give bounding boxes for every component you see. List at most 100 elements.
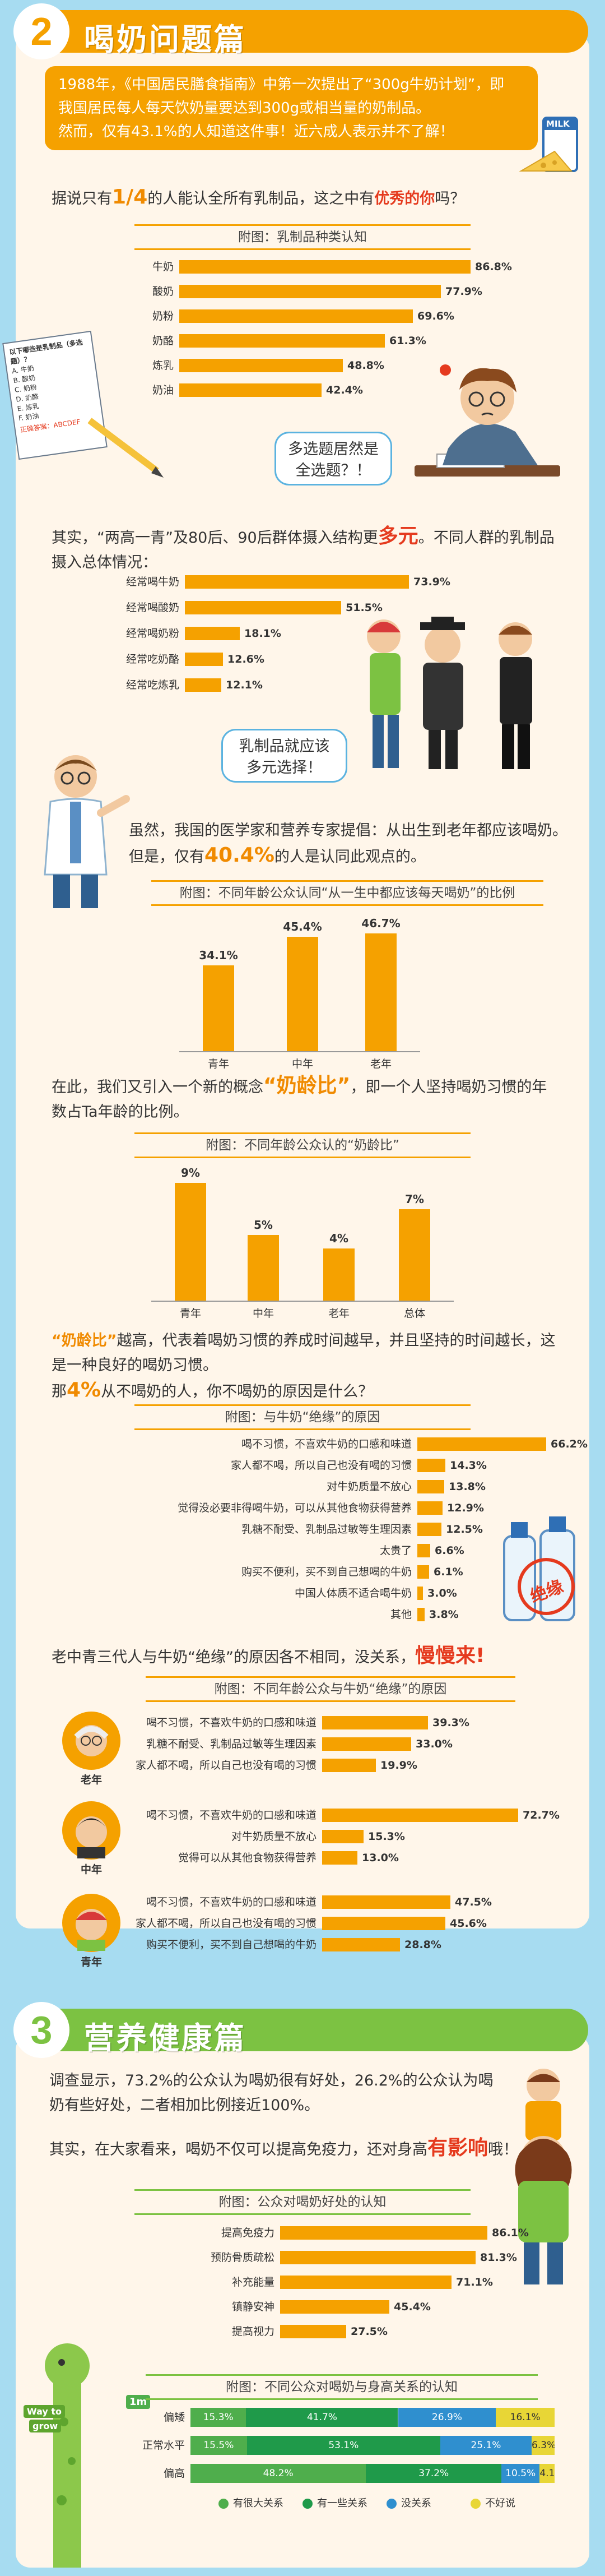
chart3-bar: [365, 933, 397, 1051]
section2-intro: 1988年，《中国居民膳食指南》中第一次提出了“300g牛奶计划”，即 我国居民…: [45, 66, 538, 150]
chart2-value-label: 12.1%: [226, 679, 263, 691]
chart3-axis: [179, 1051, 420, 1052]
middle-aged-avatar: [62, 1801, 120, 1860]
chart3-value-label: 34.1%: [199, 949, 238, 962]
chart5-bar: [417, 1480, 444, 1493]
chart8-segment: 15.5%: [190, 2436, 247, 2455]
chart3-category-label: 青年: [207, 1058, 229, 1070]
chart6-young-value-label: 28.8%: [404, 1939, 441, 1951]
chart5-category-label: 对牛奶质量不放心: [326, 1481, 412, 1493]
chart1-bar: [179, 260, 471, 274]
chart6-middle-bar: [322, 1851, 357, 1865]
chart6-elderly-bar: [322, 1759, 376, 1772]
chart2-category-label: 经常喝奶粉: [125, 627, 179, 640]
chart3-title: 附图：不同年龄公众认同“从一生中都应该每天喝奶”的比例: [151, 880, 543, 906]
chart5-value-label: 12.9%: [447, 1502, 484, 1514]
chart5-category-label: 家人都不喝，所以自己也没有喝的习惯: [230, 1459, 412, 1472]
chart7-category-label: 提高视力: [231, 2325, 274, 2338]
chart5-bar: [417, 1608, 425, 1621]
intro-line-2: 我国居民每人每天饮奶量要达到300g或相当量的奶制品。: [58, 100, 431, 117]
chart5-bar: [417, 1437, 546, 1451]
chart5-category-label: 喝不习惯，不喜欢牛奶的口感和味道: [241, 1438, 412, 1450]
group-of-people-illustration: [367, 617, 532, 769]
chart5-value-label: 3.8%: [429, 1608, 459, 1621]
intro-line-1: 1988年，《中国居民膳食指南》中第一次提出了“300g牛奶计划”，即: [58, 76, 505, 93]
chart5-bar: [417, 1523, 441, 1536]
chart2-value-label: 12.6%: [227, 653, 264, 665]
section2-header-bar: [22, 10, 588, 53]
chart8-segment: 48.2%: [190, 2464, 366, 2483]
chart5-value-label: 3.0%: [427, 1587, 457, 1599]
q1-text: 据说只有1/4的人能认全所有乳制品，这之中有优秀的你吗？: [52, 186, 466, 209]
chart1-category-label: 奶油: [152, 384, 174, 396]
chart7-value-label: 71.1%: [456, 2276, 493, 2288]
q4-text: 在此，我们又引入一个新的概念“奶龄比”，即一个人坚持喝奶习惯的年 数占Ta年龄的…: [52, 1074, 547, 1121]
chart1-title: 附图：乳制品种类认知: [134, 224, 471, 250]
chart6-young-category-label: 喝不习惯，不喜欢牛奶的口感和味道: [146, 1896, 317, 1908]
chart8-segment: 6.3%: [532, 2436, 555, 2455]
chart6-elderly-bar: [322, 1716, 428, 1729]
legend-swatch: [218, 2499, 229, 2509]
chart5-title: 附图：与牛奶“绝缘”的原因: [134, 1404, 471, 1430]
chart8-segment: 37.2%: [366, 2464, 502, 2483]
chart8-segment: 25.1%: [440, 2436, 532, 2455]
chart3-category-label: 老年: [370, 1058, 392, 1070]
chart5-bar: [417, 1544, 430, 1557]
ruler-text-top: Way to: [24, 2405, 66, 2418]
section3-intro: 调查显示，73.2%的公众认为喝奶很有好处，26.2%的公众认为喝 奶有些好处，…: [49, 2072, 494, 2114]
chart6-middle-category-label: 对牛奶质量不放心: [231, 1830, 317, 1843]
milk-label: MILK: [546, 119, 570, 129]
chart6-middle-value-label: 13.0%: [362, 1852, 399, 1864]
chart2-value-label: 18.1%: [244, 627, 281, 640]
speech-bubble-1: 多选题居然是 全选题？！: [274, 432, 392, 485]
chart6-middle-category-label: 喝不习惯，不喜欢牛奶的口感和味道: [146, 1809, 317, 1821]
chart3-value-label: 46.7%: [361, 917, 401, 930]
chart4-title: 附图：不同年龄公众认的“奶龄比”: [134, 1132, 471, 1158]
chart7-category-label: 预防骨质疏松: [210, 2251, 274, 2264]
chart5-bar: [417, 1587, 423, 1600]
section2-title: 喝奶问题篇: [84, 22, 246, 57]
chart4-category-label: 青年: [179, 1307, 201, 1320]
chart6-middle-bar: [322, 1809, 518, 1822]
ruler-text-bottom: grow: [29, 2420, 62, 2432]
chart5-category-label: 乳糖不耐受、乳制品过敏等生理因素: [241, 1523, 412, 1536]
chart7-bar: [280, 2325, 346, 2338]
chart8-legend-item: 有一些关系: [302, 2498, 367, 2510]
chart2-bar: [185, 627, 240, 640]
chart2-bar: [185, 575, 409, 589]
chart2-category-label: 经常喝酸奶: [125, 602, 179, 614]
chart6-young-category-label: 家人都不喝，所以自己也没有喝的习惯: [135, 1917, 317, 1930]
chart5-bar: [417, 1459, 445, 1472]
chart2-category-label: 经常喝牛奶: [125, 576, 179, 588]
chart1-bar: [179, 334, 385, 348]
chart8-segment: 26.9%: [398, 2408, 496, 2427]
chart5-bar: [417, 1501, 443, 1515]
chart8-category-label: 偏高: [163, 2467, 185, 2480]
chart3-category-label: 中年: [291, 1058, 313, 1070]
chart2-category-label: 经常吃炼乳: [125, 679, 179, 691]
chart6-middle-bar: [322, 1830, 364, 1843]
chart6-elderly-value-label: 39.3%: [432, 1717, 469, 1729]
chart5-category-label: 中国人体质不适合喝牛奶: [294, 1587, 412, 1599]
ruler-mark: 1m: [126, 2395, 151, 2409]
young-avatar: [62, 1894, 120, 1952]
chart6-elderly-category-label: 家人都不喝，所以自己也没有喝的习惯: [135, 1759, 317, 1772]
chart6-elderly-category-label: 喝不习惯，不喜欢牛奶的口感和味道: [146, 1717, 317, 1729]
chart5-value-label: 14.3%: [450, 1459, 487, 1472]
pencil-icon: [87, 418, 164, 478]
chart8-category-label: 正常水平: [142, 2439, 185, 2452]
chart7-bar: [280, 2300, 389, 2314]
chart4-bar: [175, 1183, 206, 1301]
chart8-legend-item: 有很大关系: [218, 2498, 283, 2510]
chart8-segment: 41.7%: [246, 2408, 398, 2427]
legend-swatch: [302, 2499, 313, 2509]
chart7-value-label: 86.1%: [492, 2227, 529, 2239]
chart5-value-label: 13.8%: [449, 1481, 486, 1493]
legend-label: 有很大关系: [233, 2498, 283, 2509]
chart4-axis: [151, 1301, 454, 1302]
age-label-young: 青年: [80, 1956, 102, 1968]
chart1-value-label: 61.3%: [389, 335, 426, 347]
chart1-value-label: 77.9%: [445, 285, 482, 298]
q3-text: 虽然，我国的医学家和营养专家提倡：从出生到老年都应该喝奶。 但是，仅有40.4%…: [129, 822, 567, 867]
